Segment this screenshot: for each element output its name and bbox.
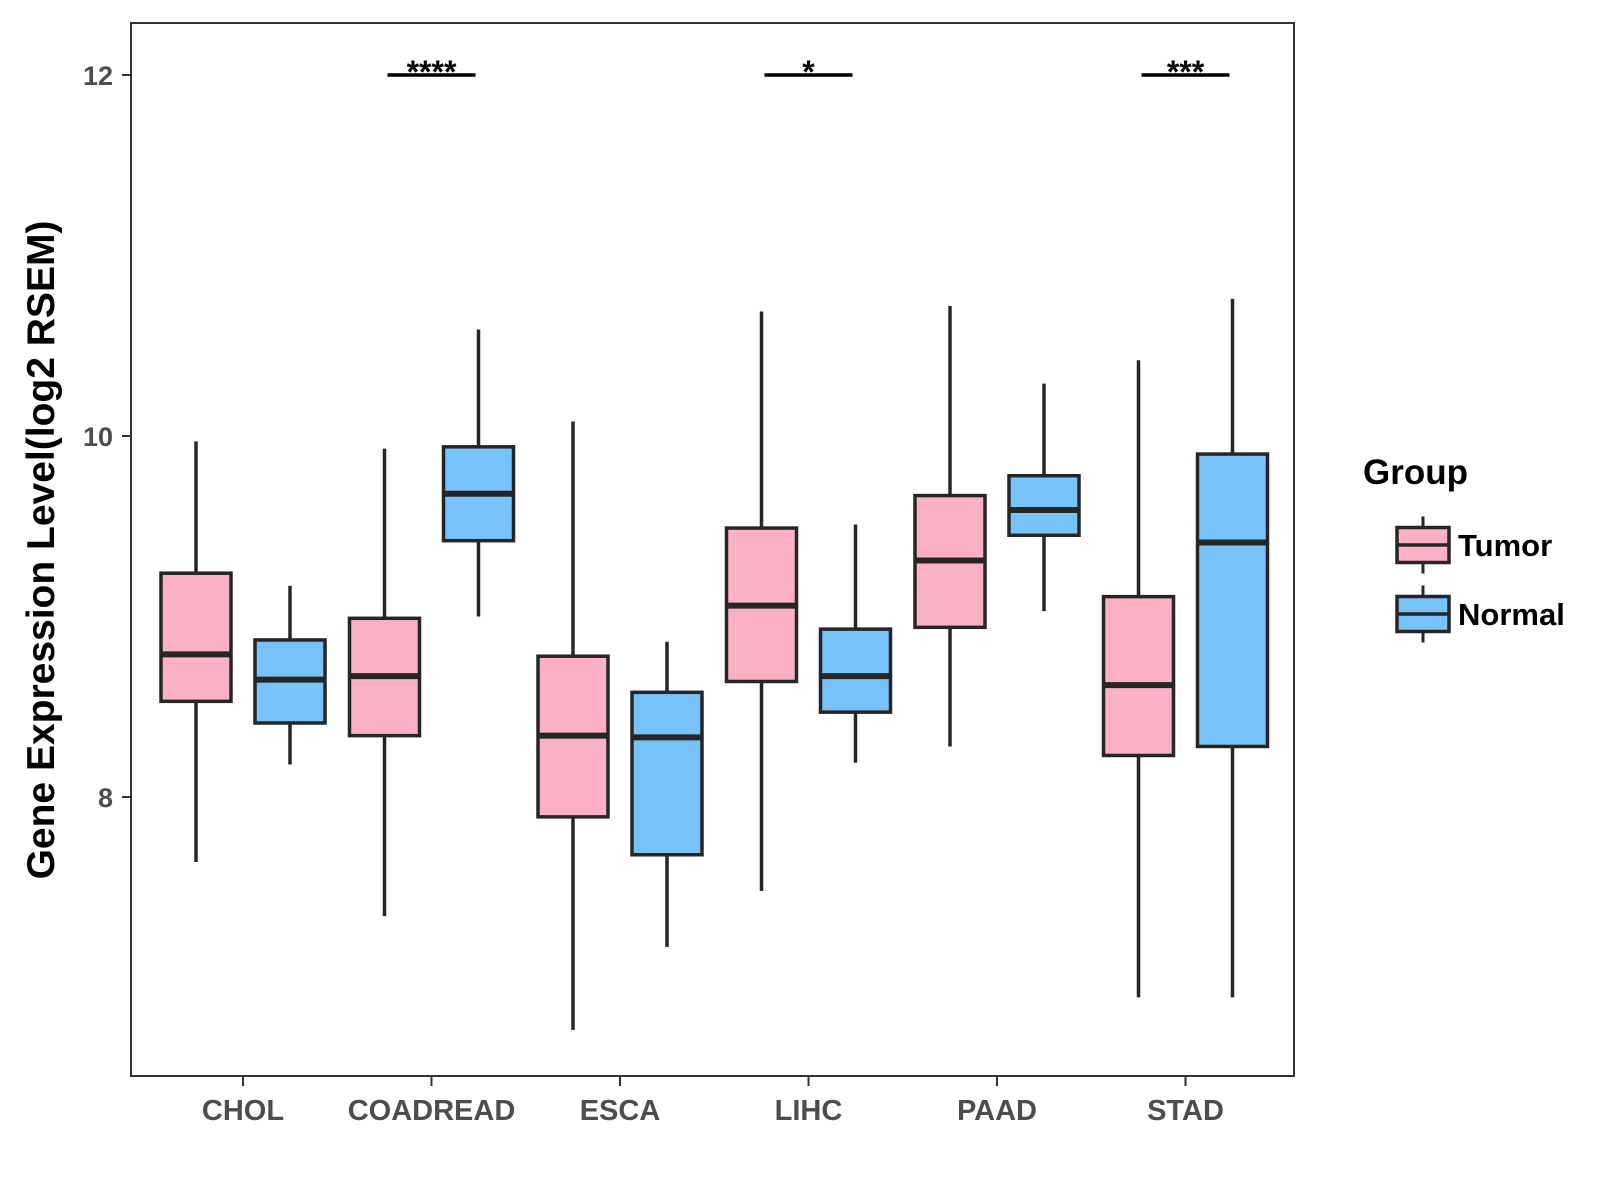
boxes-layer (159, 298, 1270, 1030)
x-tick-label-chol: CHOL (202, 1095, 284, 1127)
legend-key-tumor (1395, 516, 1451, 574)
x-tick-label-lihc: LIHC (775, 1095, 843, 1127)
box-normal-coadread (441, 329, 516, 617)
legend-label-tumor: Tumor (1458, 528, 1552, 563)
box-tumor-esca (536, 421, 610, 1030)
box-body-tumor-chol (159, 571, 233, 704)
box-body-tumor-stad (1101, 594, 1176, 758)
x-axis: CHOL COADREAD ESCA LIHC PAAD STAD (202, 1076, 1224, 1127)
y-tick-label-8: 8 (98, 783, 113, 813)
legend-label-normal: Normal (1458, 597, 1565, 632)
box-tumor-stad (1101, 360, 1176, 998)
legend-title: Group (1363, 453, 1468, 492)
y-axis: 8 10 12 (83, 61, 131, 813)
box-tumor-coadread (347, 448, 422, 917)
box-body-normal-lihc (818, 627, 893, 714)
x-tick-label-esca: ESCA (580, 1095, 661, 1127)
box-tumor-chol (159, 441, 233, 862)
box-normal-esca (630, 641, 704, 947)
x-tick-label-coadread: COADREAD (348, 1095, 516, 1127)
y-tick-label-10: 10 (83, 422, 113, 452)
box-normal-lihc (818, 524, 893, 763)
x-tick-label-stad: STAD (1147, 1095, 1224, 1127)
box-body-normal-stad (1195, 452, 1270, 749)
plot-panel-border (130, 22, 1295, 1077)
legend: Group Tumor Normal (1363, 453, 1565, 643)
box-normal-chol (253, 585, 327, 765)
x-tick-label-paad: PAAD (957, 1095, 1037, 1127)
y-tick-label-12: 12 (83, 61, 113, 91)
box-normal-stad (1195, 298, 1270, 998)
y-axis-title: Gene Expression Level(log2 RSEM) (20, 221, 63, 880)
box-tumor-paad (913, 306, 987, 747)
box-tumor-lihc (724, 311, 799, 891)
significance-label-lihc: * (802, 54, 815, 90)
box-normal-paad (1007, 383, 1081, 612)
significance-label-stad: *** (1167, 54, 1205, 90)
box-body-normal-esca (630, 690, 704, 857)
box-body-normal-paad (1007, 473, 1081, 538)
legend-key-normal (1395, 585, 1451, 643)
significance-annotations: **** * *** (387, 54, 1230, 90)
significance-label-coadread: **** (407, 54, 457, 90)
